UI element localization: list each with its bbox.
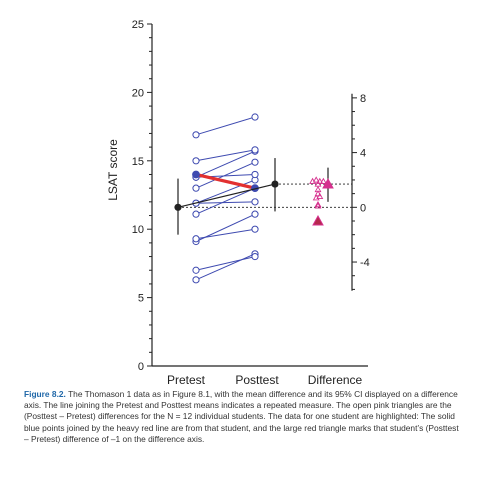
pair-line	[195, 116, 256, 136]
posttest-point	[251, 198, 259, 206]
category-labels: Pretest Posttest Difference	[167, 373, 363, 385]
posttest-point	[251, 113, 259, 121]
diff-tick-label: -4	[360, 257, 370, 269]
y-axis-label: LSAT score	[106, 139, 120, 201]
highlighted-difference-triangle	[312, 214, 324, 226]
diff-tick-label: 4	[360, 148, 366, 160]
figure-caption: Figure 8.2. The Thomason 1 data as in Fi…	[24, 389, 464, 445]
pretest-point	[192, 235, 200, 243]
posttest-point	[251, 252, 259, 261]
difference-triangle	[314, 202, 322, 209]
posttest-point	[251, 158, 259, 166]
lsat-chart: 0 5 10 15 20 25 LSAT score -4 0 4 8 Pretest Postt…	[106, 19, 370, 385]
y-tick-label: 20	[132, 87, 144, 99]
diff-tick-label: 0	[360, 202, 366, 214]
y-tick-label: 25	[132, 19, 144, 31]
pair-line	[195, 253, 256, 281]
pretest-point	[192, 276, 200, 284]
pair-line	[195, 179, 256, 204]
pair-lines	[192, 113, 259, 284]
category-label: Pretest	[167, 373, 206, 385]
y-axis: 0 5 10 15 20 25	[132, 19, 368, 373]
difference-triangle	[314, 190, 322, 197]
diff-tick-label: 8	[360, 93, 366, 105]
highlighted-pretest-point	[192, 170, 200, 179]
pretest-point	[192, 210, 200, 218]
pretest-point	[192, 266, 200, 274]
y-tick-label: 15	[132, 156, 144, 168]
difference-triangle	[316, 192, 324, 199]
posttest-point	[251, 170, 259, 179]
pair-line	[195, 201, 256, 204]
difference-triangles	[309, 167, 334, 226]
category-label: Posttest	[235, 373, 279, 385]
difference-triangle	[314, 185, 322, 193]
difference-triangle	[316, 177, 324, 184]
pair-line	[195, 150, 256, 178]
pair-line	[195, 161, 256, 189]
difference-triangle	[314, 200, 322, 208]
posttest-mean-point	[271, 180, 279, 188]
pair-line	[195, 256, 256, 271]
posttest-point	[251, 210, 259, 218]
mean-difference-triangle	[322, 178, 334, 189]
pretest-mean-point	[174, 203, 182, 211]
pretest-point	[192, 157, 200, 165]
group-means	[174, 158, 279, 235]
posttest-point	[251, 146, 259, 154]
difference-triangle	[319, 177, 327, 184]
y-tick-label: 10	[132, 224, 144, 236]
y-tick-label: 5	[138, 293, 144, 305]
pretest-point	[192, 131, 200, 139]
caption-label: Figure 8.2.	[24, 389, 66, 399]
pair-line	[195, 149, 256, 162]
difference-axis: -4 0 4 8	[351, 93, 370, 291]
means-connector	[177, 183, 276, 208]
reference-lines	[178, 183, 352, 208]
category-label: Difference	[308, 373, 363, 385]
pair-line	[195, 228, 256, 240]
pair-line	[195, 187, 256, 215]
y-tick-label: 0	[138, 361, 144, 373]
pretest-point	[192, 184, 200, 192]
highlighted-pair-line	[195, 172, 256, 190]
difference-triangle	[312, 176, 320, 183]
caption-text: The Thomason 1 data as in Figure 8.1, wi…	[24, 389, 459, 444]
posttest-point	[251, 225, 259, 233]
